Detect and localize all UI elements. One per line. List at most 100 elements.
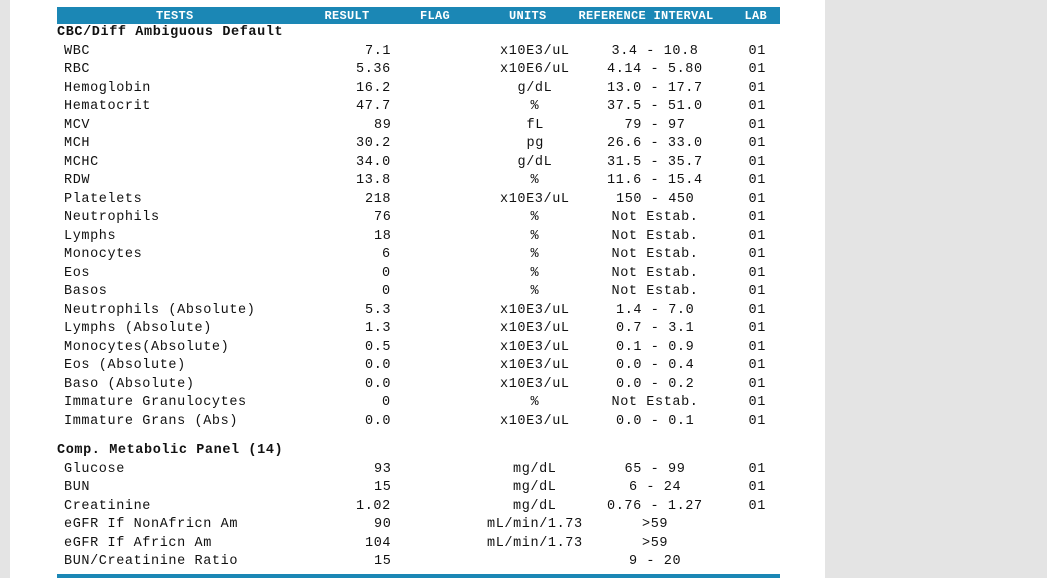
- result: 47.7: [356, 99, 391, 114]
- reference-interval: 0.1 - 0.9: [616, 339, 695, 355]
- reference-interval: Not Estab.: [611, 247, 699, 262]
- result: 93: [374, 461, 392, 477]
- units: mL/min/1.73: [487, 517, 583, 532]
- test-name: Baso (Absolute): [64, 376, 195, 392]
- lab: 01: [748, 395, 766, 410]
- units: mg/dL: [513, 480, 557, 495]
- reference-interval: 26.6 - 33.0: [607, 136, 703, 151]
- result: 0: [382, 284, 391, 299]
- column-header: REFERENCE INTERVAL: [578, 9, 714, 23]
- reference-interval: 4.14 - 5.80: [607, 62, 703, 77]
- reference-interval: Not Estab.: [611, 210, 699, 225]
- test-name: WBC: [64, 43, 91, 59]
- units: %: [530, 284, 540, 299]
- test-name: Monocytes(Absolute): [64, 339, 230, 355]
- test-name: Basos: [64, 284, 108, 299]
- lab: 01: [748, 99, 766, 114]
- lab: 01: [748, 247, 766, 262]
- reference-interval: 0.76 - 1.27: [607, 498, 703, 514]
- result: 5.36: [356, 62, 391, 77]
- lab: 01: [748, 321, 766, 336]
- result: 1.3: [365, 321, 392, 336]
- units: x10E3/uL: [500, 43, 570, 59]
- test-name: Eos: [64, 265, 91, 281]
- lab: 01: [748, 376, 766, 392]
- result: 16.2: [356, 80, 391, 96]
- reference-interval: 13.0 - 17.7: [607, 80, 703, 96]
- reference-interval: 31.5 - 35.7: [607, 154, 703, 170]
- units: g/dL: [517, 154, 553, 170]
- lab: 01: [748, 62, 766, 77]
- result: 76: [374, 210, 392, 225]
- units: %: [530, 395, 540, 410]
- result: 6: [382, 247, 391, 262]
- units: mg/dL: [513, 498, 557, 514]
- result: 0.0: [365, 376, 392, 392]
- lab: 01: [748, 461, 766, 477]
- reference-interval: 0.0 - 0.4: [616, 358, 695, 373]
- test-name: Immature Granulocytes: [64, 395, 247, 410]
- result: 30.2: [356, 136, 391, 151]
- result: 34.0: [356, 154, 391, 170]
- test-name: eGFR If NonAfricn Am: [64, 517, 239, 532]
- test-name: eGFR If Africn Am: [64, 535, 212, 551]
- section-title: CBC/Diff Ambiguous Default: [57, 25, 284, 40]
- lab: 01: [748, 358, 766, 373]
- lab: 01: [748, 136, 766, 151]
- units: %: [530, 173, 540, 188]
- result: 13.8: [356, 173, 391, 188]
- test-name: Eos (Absolute): [64, 358, 186, 373]
- lab: 01: [748, 480, 766, 495]
- units: mL/min/1.73: [487, 535, 583, 551]
- units: %: [530, 228, 540, 244]
- reference-interval: 0.0 - 0.2: [616, 376, 695, 392]
- test-name: RDW: [64, 173, 91, 188]
- test-name: Creatinine: [64, 498, 152, 514]
- result: 18: [374, 228, 392, 244]
- reference-interval: >59: [642, 535, 669, 551]
- column-header: LAB: [744, 9, 768, 23]
- units: fL: [526, 117, 544, 133]
- units: %: [530, 210, 540, 225]
- lab: 01: [748, 284, 766, 299]
- reference-interval: Not Estab.: [611, 265, 699, 281]
- test-name: RBC: [64, 62, 91, 77]
- units: pg: [526, 136, 544, 151]
- result: 7.1: [365, 43, 392, 59]
- test-name: Hematocrit: [64, 99, 152, 114]
- units: x10E3/uL: [500, 339, 570, 355]
- test-name: Lymphs: [64, 228, 117, 244]
- reference-interval: 150 - 450: [616, 191, 695, 207]
- units: %: [530, 99, 540, 114]
- lab: 01: [748, 80, 766, 96]
- result: 15: [374, 480, 392, 495]
- units: x10E6/uL: [500, 62, 570, 77]
- lab: 01: [748, 191, 766, 207]
- section-title: Comp. Metabolic Panel (14): [57, 443, 284, 458]
- result: 89: [374, 117, 392, 133]
- test-name: MCH: [64, 136, 91, 151]
- result: 0.0: [365, 413, 392, 429]
- report-paper: [10, 0, 825, 578]
- test-name: Glucose: [64, 461, 125, 477]
- units: x10E3/uL: [500, 191, 570, 207]
- test-name: MCHC: [64, 154, 99, 170]
- units: g/dL: [517, 80, 553, 96]
- reference-interval: 1.4 - 7.0: [616, 302, 695, 318]
- lab: 01: [748, 154, 766, 170]
- reference-interval: 0.7 - 3.1: [616, 321, 695, 336]
- reference-interval: 3.4 - 10.8: [611, 43, 699, 59]
- reference-interval: 79 - 97: [624, 117, 686, 133]
- reference-interval: >59: [642, 517, 669, 532]
- test-name: Immature Grans (Abs): [64, 413, 239, 429]
- lab: 01: [748, 173, 766, 188]
- reference-interval: Not Estab.: [611, 284, 699, 299]
- test-name: BUN/Creatinine Ratio: [64, 554, 239, 569]
- reference-interval: 37.5 - 51.0: [607, 99, 703, 114]
- units: x10E3/uL: [500, 413, 570, 429]
- result: 0: [382, 395, 391, 410]
- reference-interval: Not Estab.: [611, 228, 699, 244]
- lab: 01: [748, 43, 766, 59]
- reference-interval: 0.0 - 0.1: [616, 413, 695, 429]
